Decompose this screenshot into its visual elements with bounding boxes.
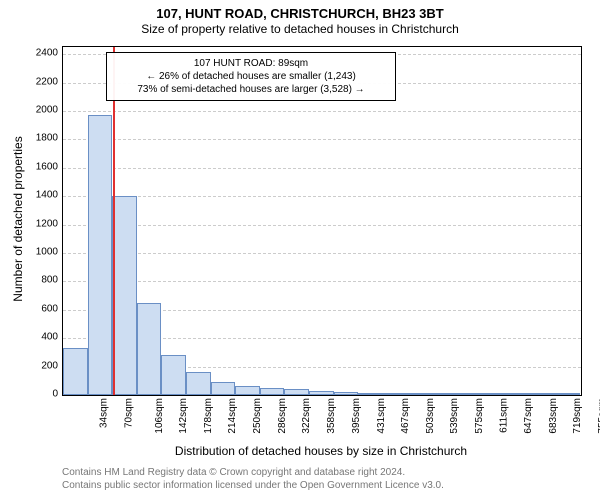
histogram-bar xyxy=(309,391,334,395)
xtick-label: 250sqm xyxy=(252,398,263,434)
histogram-bar xyxy=(112,196,137,395)
x-axis-label: Distribution of detached houses by size … xyxy=(62,444,580,458)
histogram-bar xyxy=(186,372,211,395)
xtick-label: 503sqm xyxy=(425,398,436,434)
ytick-label: 2000 xyxy=(18,104,58,115)
histogram-bar xyxy=(555,393,580,395)
histogram-bar xyxy=(63,348,88,395)
ytick-label: 600 xyxy=(18,303,58,314)
histogram-bar xyxy=(457,393,482,395)
xtick-label: 358sqm xyxy=(326,398,337,434)
histogram-bar xyxy=(235,386,260,395)
info-box: 107 HUNT ROAD: 89sqm← 26% of detached ho… xyxy=(106,52,396,101)
xtick-label: 575sqm xyxy=(474,398,485,434)
ytick-label: 800 xyxy=(18,275,58,286)
histogram-bar xyxy=(260,388,285,395)
chart-title: 107, HUNT ROAD, CHRISTCHURCH, BH23 3BT xyxy=(0,0,600,22)
xtick-label: 106sqm xyxy=(154,398,165,434)
gridline xyxy=(63,196,581,197)
credits-line-1: Contains HM Land Registry data © Crown c… xyxy=(62,466,444,479)
histogram-bar xyxy=(284,389,309,395)
histogram-bar xyxy=(137,303,162,395)
histogram-bar xyxy=(530,393,555,395)
xtick-label: 178sqm xyxy=(203,398,214,434)
histogram-bar xyxy=(407,393,432,395)
ytick-label: 1000 xyxy=(18,246,58,257)
ytick-label: 400 xyxy=(18,332,58,343)
histogram-bar xyxy=(506,393,531,395)
histogram-bar xyxy=(481,393,506,395)
gridline xyxy=(63,281,581,282)
gridline xyxy=(63,225,581,226)
ytick-label: 2400 xyxy=(18,48,58,59)
histogram-bar xyxy=(432,393,457,395)
xtick-label: 34sqm xyxy=(99,398,110,428)
ytick-label: 1200 xyxy=(18,218,58,229)
xtick-label: 611sqm xyxy=(498,398,509,433)
info-line: ← 26% of detached houses are smaller (1,… xyxy=(115,70,387,83)
gridline xyxy=(63,139,581,140)
ytick-label: 2200 xyxy=(18,76,58,87)
histogram-bar xyxy=(334,392,359,395)
xtick-label: 286sqm xyxy=(277,398,288,434)
histogram-bar xyxy=(358,393,383,395)
xtick-label: 322sqm xyxy=(301,398,312,434)
histogram-bar xyxy=(383,393,408,395)
ytick-label: 0 xyxy=(18,389,58,400)
histogram-bar xyxy=(161,355,186,395)
xtick-label: 719sqm xyxy=(572,398,583,434)
xtick-label: 70sqm xyxy=(123,398,134,428)
gridline xyxy=(63,168,581,169)
histogram-bar xyxy=(211,382,236,395)
gridline xyxy=(63,253,581,254)
xtick-label: 395sqm xyxy=(351,398,362,434)
xtick-label: 431sqm xyxy=(376,398,387,434)
info-line: 73% of semi-detached houses are larger (… xyxy=(115,83,387,96)
credits: Contains HM Land Registry data © Crown c… xyxy=(62,466,444,492)
credits-line-2: Contains public sector information licen… xyxy=(62,479,444,492)
histogram-bar xyxy=(88,115,113,395)
xtick-label: 647sqm xyxy=(523,398,534,434)
xtick-label: 214sqm xyxy=(227,398,238,434)
chart-subtitle: Size of property relative to detached ho… xyxy=(0,22,600,37)
ytick-label: 200 xyxy=(18,360,58,371)
ytick-label: 1600 xyxy=(18,161,58,172)
xtick-label: 467sqm xyxy=(400,398,411,434)
ytick-label: 1400 xyxy=(18,190,58,201)
ytick-label: 1800 xyxy=(18,133,58,144)
xtick-label: 683sqm xyxy=(548,398,559,434)
xtick-label: 539sqm xyxy=(449,398,460,434)
gridline xyxy=(63,111,581,112)
xtick-label: 142sqm xyxy=(178,398,189,434)
info-line: 107 HUNT ROAD: 89sqm xyxy=(115,57,387,70)
